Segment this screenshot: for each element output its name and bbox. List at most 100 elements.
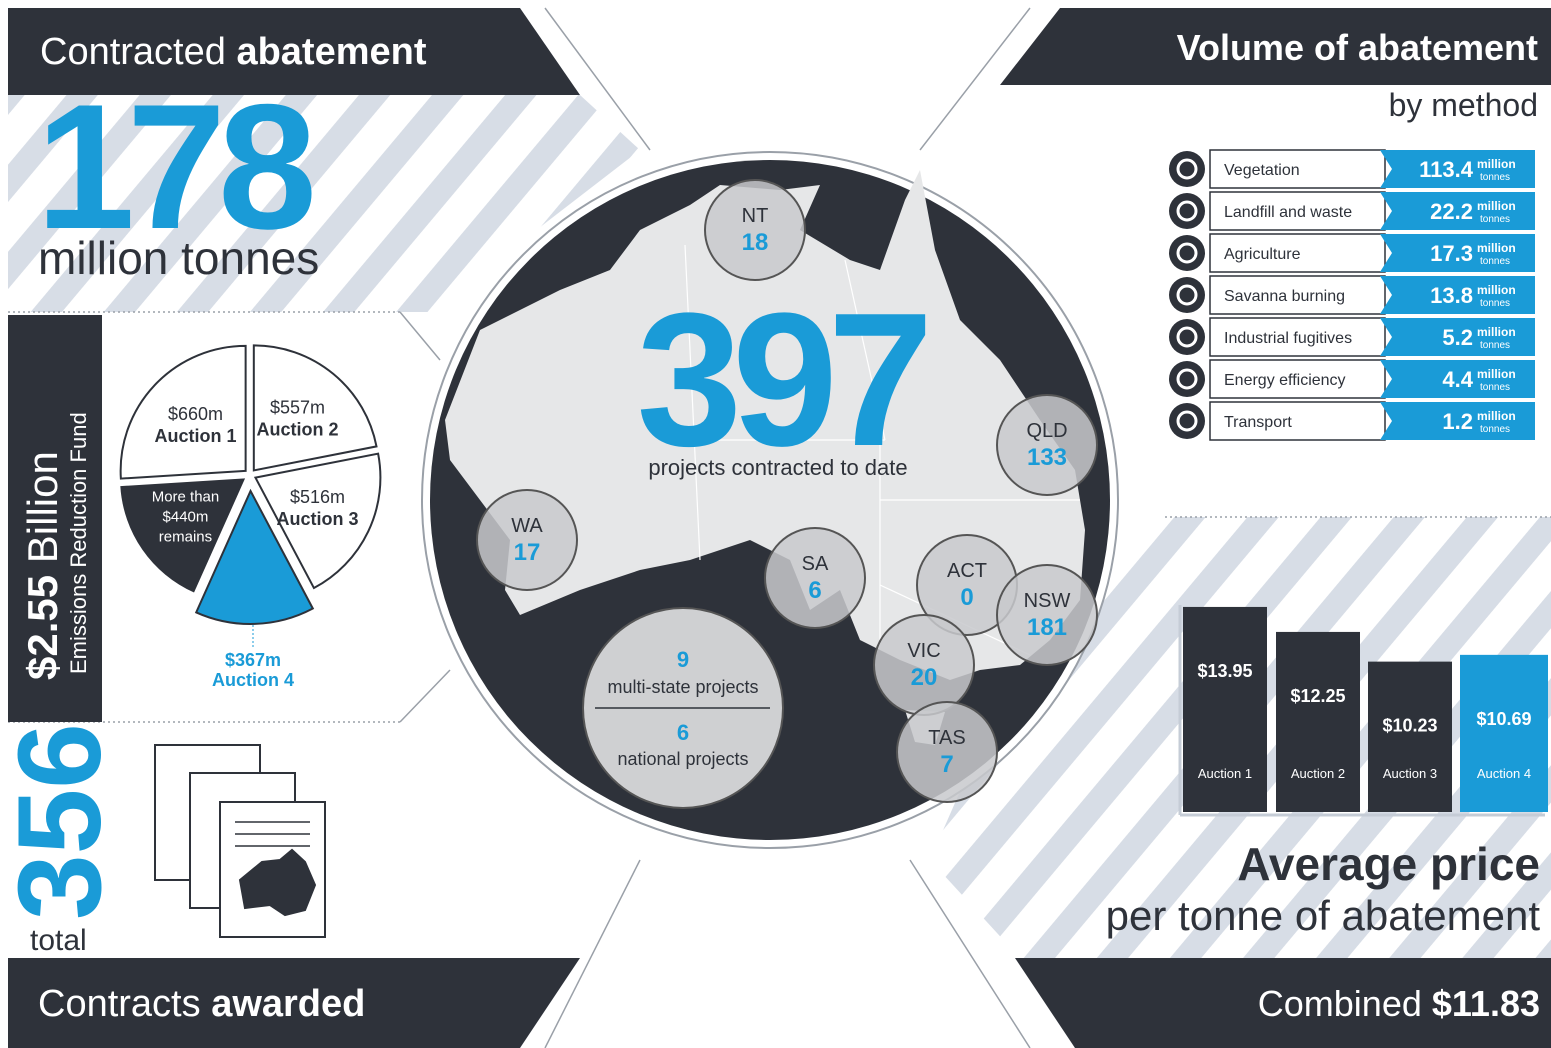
method-name: Transport [1224, 414, 1292, 431]
method-value: 113.4 [1419, 157, 1474, 182]
method-icon-inner [1176, 326, 1198, 348]
method-value: 17.3 [1430, 241, 1473, 266]
method-name: Energy efficiency [1224, 372, 1346, 389]
method-unit: million [1477, 157, 1516, 171]
method-icon-inner [1176, 368, 1198, 390]
projects-caption: projects contracted to date [648, 455, 907, 480]
pie-label: Auction 2 [257, 419, 339, 439]
state-name: QLD [1026, 420, 1067, 442]
state-bubble [764, 527, 866, 629]
method-box [1209, 401, 1386, 441]
section-title: Contracted abatement [40, 31, 427, 73]
method-unit: million [1477, 241, 1516, 255]
state-name: ACT [947, 560, 987, 582]
multi-value: 9 [677, 647, 689, 672]
pie-slice [253, 452, 382, 590]
state-value: 181 [1027, 614, 1067, 641]
pie-label: More than [152, 489, 220, 506]
pie-slice [194, 488, 315, 625]
method-value: 5.2 [1442, 325, 1473, 350]
national-value: 6 [677, 720, 689, 745]
price-title: Average price [1237, 838, 1540, 890]
method-icon [1169, 277, 1205, 313]
method-icon [1169, 235, 1205, 271]
method-unit: tonnes [1480, 424, 1510, 435]
bar-label: Auction 3 [1383, 766, 1437, 781]
bar-label: Auction 1 [1198, 766, 1252, 781]
combined-light: Combined [1258, 983, 1422, 1024]
state-name: VIC [907, 640, 940, 662]
state-name: TAS [928, 727, 965, 749]
state-name: SA [802, 553, 829, 575]
title-bold: abatement [236, 31, 426, 73]
state-value: 7 [940, 751, 953, 778]
method-icon [1169, 193, 1205, 229]
contracts-unit: total [30, 924, 87, 957]
pie-amount: $557m [270, 397, 325, 417]
bar [1183, 606, 1267, 812]
method-icon [1169, 403, 1205, 439]
method-icon-inner [1176, 158, 1198, 180]
bar [1276, 631, 1360, 812]
pie-label: Auction 3 [276, 509, 358, 529]
bar [1460, 654, 1548, 812]
method-name: Vegetation [1224, 162, 1300, 179]
section-title: Volume of abatement [1177, 27, 1538, 68]
pie-label: $440m [163, 509, 209, 526]
bar [1368, 661, 1452, 812]
fund-total: $2.55 Billion [19, 451, 66, 680]
method-unit: million [1477, 325, 1516, 339]
bar-value-label: $13.95 [1197, 661, 1252, 681]
method-unit: million [1477, 199, 1516, 213]
method-unit: million [1477, 409, 1516, 423]
title-light: Contracted [40, 31, 226, 73]
method-icon [1169, 361, 1205, 397]
method-box [1209, 149, 1386, 189]
method-unit: tonnes [1480, 256, 1510, 267]
method-value: 1.2 [1442, 409, 1473, 434]
title-bold: awarded [211, 983, 365, 1025]
state-value: 17 [514, 539, 541, 566]
method-value-box [1380, 276, 1535, 314]
pie-slice [252, 344, 378, 472]
bar-value-label: $12.25 [1290, 686, 1345, 706]
banner [1000, 8, 1551, 85]
fund-subtitle: Emissions Reduction Fund [66, 412, 91, 674]
state-value: 18 [742, 229, 769, 256]
method-value: 13.8 [1430, 283, 1473, 308]
method-icon-inner [1176, 242, 1198, 264]
method-unit: tonnes [1480, 172, 1510, 183]
method-box [1209, 359, 1386, 399]
combined-price: Combined $11.83 [1258, 983, 1540, 1024]
method-box [1209, 317, 1386, 357]
contracts-number: 356 [0, 723, 126, 920]
pie-slice [119, 344, 247, 480]
pie-amount: $660m [168, 404, 223, 424]
method-value-box [1380, 192, 1535, 230]
state-value: 20 [911, 664, 938, 691]
method-unit: tonnes [1480, 340, 1510, 351]
method-box [1209, 191, 1386, 231]
method-unit: tonnes [1480, 214, 1510, 225]
method-name: Agriculture [1224, 246, 1301, 263]
state-value: 133 [1027, 444, 1067, 471]
title-light: Contracts [38, 983, 201, 1025]
unit: million tonnes [38, 232, 319, 284]
method-box [1209, 275, 1386, 315]
method-icon-inner [1176, 200, 1198, 222]
pie-amount: $367m [225, 650, 281, 670]
method-box [1209, 233, 1386, 273]
state-name: NT [742, 205, 769, 227]
state-value: 6 [808, 577, 821, 604]
state-bubble [996, 564, 1098, 666]
state-name: NSW [1024, 590, 1071, 612]
bar-label: Auction 2 [1291, 766, 1345, 781]
method-unit: million [1477, 367, 1516, 381]
method-unit: million [1477, 283, 1516, 297]
pie-amount: $516m [290, 487, 345, 507]
method-value-box [1380, 150, 1535, 188]
bar-value-label: $10.69 [1476, 709, 1531, 729]
state-value: 0 [960, 584, 973, 611]
state-bubble [896, 701, 998, 803]
